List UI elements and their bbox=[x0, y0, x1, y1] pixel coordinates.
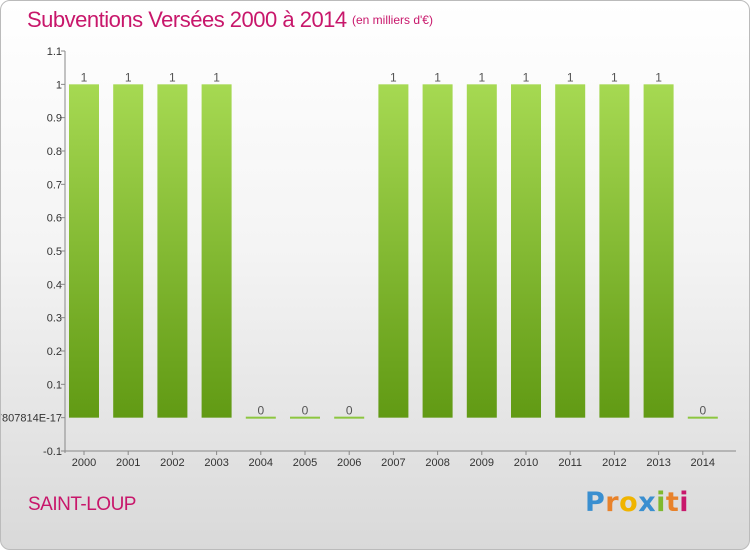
bar bbox=[599, 84, 630, 418]
data-label: 1 bbox=[523, 70, 530, 84]
data-labels: 1 1 1 1 0 0 0 1 1 1 1 1 1 1 0 bbox=[81, 70, 707, 417]
city-name: SAINT-LOUP bbox=[28, 494, 136, 515]
data-label: 1 bbox=[213, 70, 220, 84]
x-tick-label: 2012 bbox=[602, 457, 626, 469]
bar bbox=[643, 84, 674, 418]
bars bbox=[69, 84, 718, 419]
y-tick-label: -0.1 bbox=[43, 446, 62, 458]
chart-title: Subventions Versées 2000 à 2014 bbox=[27, 7, 347, 32]
x-tick-label: 2004 bbox=[249, 457, 273, 469]
data-label: 1 bbox=[390, 70, 397, 84]
data-label: 1 bbox=[125, 70, 132, 84]
bar bbox=[687, 416, 718, 419]
bar bbox=[378, 84, 409, 418]
y-tick-label: 0.5 bbox=[47, 246, 62, 258]
bar bbox=[113, 84, 144, 418]
data-label: 1 bbox=[655, 70, 662, 84]
logo-letter: P bbox=[585, 487, 606, 518]
x-tick-label: 2011 bbox=[558, 457, 582, 469]
y-tick-label: 0.6 bbox=[47, 213, 62, 225]
x-tick-label: 2005 bbox=[293, 457, 317, 469]
data-label: 1 bbox=[169, 70, 176, 84]
bar bbox=[69, 84, 99, 418]
axes bbox=[61, 50, 736, 455]
y-tick-labels: 1.1 1 0.9 0.8 0.7 0.6 0.5 0.4 0.3 0.2 0.1 -1.387778… bbox=[1, 46, 62, 458]
x-tick-label: 2006 bbox=[337, 457, 361, 469]
x-tick-label: 2008 bbox=[425, 457, 449, 469]
y-tick-label: 0.3 bbox=[47, 313, 62, 325]
y-tick-label: 0.2 bbox=[47, 346, 62, 358]
x-tick-label: 2003 bbox=[204, 457, 228, 469]
y-tick-label: 0.4 bbox=[47, 279, 62, 291]
bar bbox=[290, 416, 320, 419]
bar bbox=[334, 416, 365, 419]
bar bbox=[422, 84, 453, 418]
data-label: 1 bbox=[478, 70, 485, 84]
y-tick-label: 0.9 bbox=[47, 113, 62, 125]
bar bbox=[201, 84, 232, 418]
x-tick-label: 2000 bbox=[72, 457, 96, 469]
x-tick-label: 2002 bbox=[160, 457, 184, 469]
y-tick-label: 0.1 bbox=[47, 379, 62, 391]
x-tick-labels: 2000 2001 2002 2003 2004 2005 2006 2007 2008 2009… bbox=[72, 457, 715, 469]
bar bbox=[466, 84, 497, 418]
data-label: 0 bbox=[302, 404, 309, 418]
y-tick-label: 0.7 bbox=[47, 179, 62, 191]
y-tick-label: 1.1 bbox=[47, 46, 62, 58]
data-label: 1 bbox=[434, 70, 441, 84]
x-tick-label: 2001 bbox=[116, 457, 140, 469]
data-label: 1 bbox=[81, 70, 88, 84]
logo-letter: t bbox=[665, 487, 680, 518]
chart-subtitle: (en milliers d'€) bbox=[352, 13, 433, 27]
logo-letter: i bbox=[656, 487, 666, 518]
bar bbox=[157, 84, 188, 418]
x-tick-label: 2007 bbox=[381, 457, 405, 469]
logo-letter: x bbox=[638, 487, 657, 518]
x-tick-label: 2010 bbox=[514, 457, 538, 469]
data-label: 1 bbox=[567, 70, 574, 84]
y-tick-label: -1.3877787807814E-17 bbox=[1, 413, 62, 425]
bar bbox=[511, 84, 541, 418]
logo-letter: o bbox=[619, 487, 639, 518]
data-label: 0 bbox=[699, 404, 706, 418]
logo-letter: r bbox=[605, 487, 620, 518]
data-label: 0 bbox=[257, 404, 264, 418]
data-label: 0 bbox=[346, 404, 353, 418]
x-tick-label: 2009 bbox=[470, 457, 494, 469]
data-label: 1 bbox=[611, 70, 618, 84]
bar bbox=[245, 416, 276, 419]
x-tick-label: 2014 bbox=[691, 457, 715, 469]
proxiti-logo: Proxiti bbox=[585, 487, 689, 518]
y-tick-label: 0.8 bbox=[47, 146, 62, 158]
logo-letter: i bbox=[679, 487, 690, 518]
x-tick-label: 2013 bbox=[646, 457, 670, 469]
y-tick-label: 1 bbox=[56, 79, 62, 91]
bar bbox=[555, 84, 586, 418]
